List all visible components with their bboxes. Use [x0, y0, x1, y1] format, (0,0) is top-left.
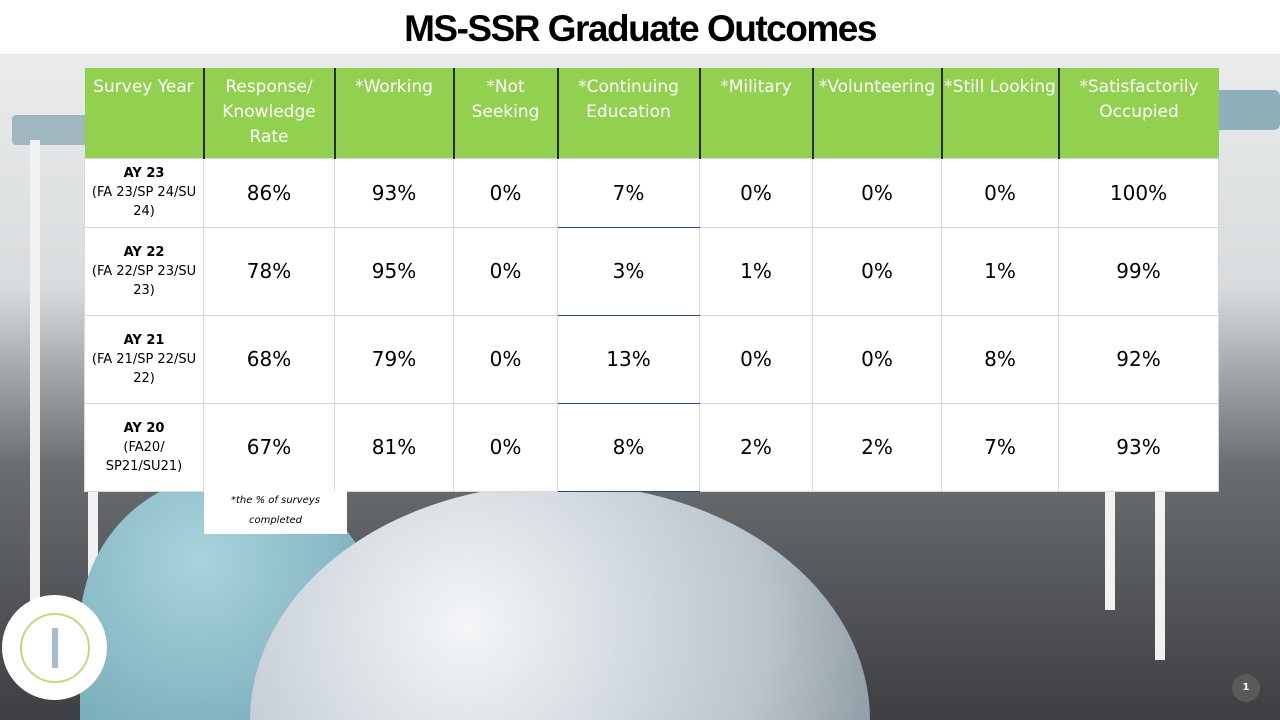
terms: (FA 22/SP 23/SU 23): [91, 263, 197, 298]
column-header: *Working: [333, 68, 454, 158]
value-cell: 1%: [941, 226, 1059, 316]
value-cell: 0%: [699, 157, 813, 228]
academic-year: AY 22: [123, 244, 165, 260]
column-header: Survey Year: [84, 68, 204, 158]
value-cell: 0%: [812, 314, 942, 404]
value-cell: 1%: [699, 226, 813, 316]
value-cell: 79%: [334, 314, 454, 404]
value-cell: 99%: [1058, 226, 1219, 316]
value-cell: 78%: [203, 226, 335, 316]
column-header: Response/ Knowledge Rate: [202, 68, 335, 158]
academic-year: AY 20: [123, 420, 165, 436]
survey-year-cell: AY 22 (FA 22/SP 23/SU 23): [84, 226, 204, 316]
value-cell: 0%: [453, 402, 558, 492]
column-header: *Volunteering: [811, 68, 942, 158]
terms: (FA 23/SP 24/SU 24): [91, 185, 197, 219]
bench-leg: [1105, 420, 1115, 610]
footnote: *the % of surveys completed: [204, 491, 347, 534]
logo: [2, 595, 107, 700]
value-cell: 2%: [699, 402, 813, 492]
tower-icon: [51, 627, 58, 668]
bench-leg: [30, 140, 40, 610]
value-cell: 13%: [557, 314, 700, 404]
survey-year-cell: AY 20 (FA20/ SP21/SU21): [84, 402, 204, 492]
value-cell: 93%: [334, 157, 454, 228]
value-cell: 7%: [941, 402, 1059, 492]
survey-year-cell: AY 23 (FA 23/SP 24/SU 24): [84, 157, 204, 228]
column-header: *Still Looking: [940, 68, 1059, 158]
value-cell: 93%: [1058, 402, 1219, 492]
terms: (FA 21/SP 22/SU 22): [91, 351, 197, 386]
value-cell: 0%: [453, 226, 558, 316]
value-cell: 86%: [203, 157, 335, 228]
table-row: AY 23 (FA 23/SP 24/SU 24) 86% 93% 0% 7% 0% 0% 0%…: [84, 157, 1219, 228]
value-cell: 67%: [203, 402, 335, 492]
value-cell: 0%: [453, 314, 558, 404]
value-cell: 95%: [334, 226, 454, 316]
value-cell: 0%: [941, 157, 1059, 228]
value-cell: 0%: [453, 157, 558, 228]
value-cell: 92%: [1058, 314, 1219, 404]
column-header: *Military: [698, 68, 813, 158]
terms: (FA20/ SP21/SU21): [105, 439, 183, 474]
table-row: AY 21 (FA 21/SP 22/SU 22) 68% 79% 0% 13% 0% 0% 8…: [84, 314, 1219, 404]
table-row: AY 20 (FA20/ SP21/SU21) 67% 81% 0% 8% 2% 2% 7% 93…: [84, 402, 1219, 492]
value-cell: 81%: [334, 402, 454, 492]
value-cell: 2%: [812, 402, 942, 492]
value-cell: 3%: [557, 226, 700, 316]
header-row: Survey Year Response/ Knowledge Rate *Work…: [84, 68, 1219, 158]
table-row: AY 22 (FA 22/SP 23/SU 23) 78% 95% 0% 3% 1% 0% 1%…: [84, 226, 1219, 316]
column-header: *Not Seeking: [452, 68, 558, 158]
bench-leg: [1155, 420, 1165, 660]
page-number: 1: [1232, 674, 1260, 702]
column-header: *Satisfactorily Occupied: [1057, 68, 1219, 158]
column-header: *Continuing Education: [556, 68, 700, 158]
outcomes-table: Survey Year Response/ Knowledge Rate *Work…: [84, 68, 1219, 492]
survey-year-cell: AY 21 (FA 21/SP 22/SU 22): [84, 314, 204, 404]
value-cell: 0%: [699, 314, 813, 404]
value-cell: 8%: [941, 314, 1059, 404]
university-seal: [19, 612, 90, 683]
slide-title: MS-SSR Graduate Outcomes: [0, 0, 1280, 54]
value-cell: 7%: [557, 157, 700, 228]
value-cell: 100%: [1058, 157, 1219, 228]
academic-year: AY 21: [123, 332, 165, 348]
value-cell: 68%: [203, 314, 335, 404]
academic-year: AY 23: [123, 166, 165, 181]
value-cell: 0%: [812, 157, 942, 228]
value-cell: 8%: [557, 402, 700, 492]
value-cell: 0%: [812, 226, 942, 316]
